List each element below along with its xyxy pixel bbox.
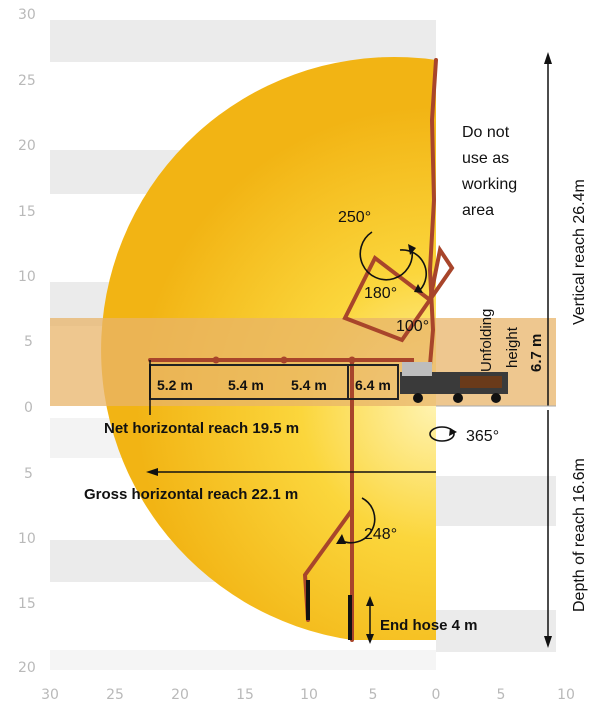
y-tick: 25 [18, 73, 36, 89]
note-line: Do not [462, 124, 510, 141]
net-horizontal-label: Net horizontal reach 19.5 m [104, 420, 299, 437]
depth-reach-label: Depth of reach 16.6m [571, 458, 588, 612]
angle-100-label: 100° [396, 318, 429, 335]
y-tick: 20 [18, 138, 36, 154]
y-tick: 30 [18, 7, 36, 23]
x-tick: 30 [41, 687, 59, 703]
y-tick: 15 [18, 596, 36, 612]
do-not-use-note: Do not use as working area [461, 124, 517, 219]
y-tick: 5 [24, 466, 33, 482]
y-axis: 30 25 20 15 10 5 0 5 10 15 20 [18, 7, 36, 676]
x-tick: 20 [171, 687, 189, 703]
end-hose-label: End hose 4 m [380, 617, 478, 634]
reach-lines [146, 52, 556, 648]
boom-folded-arm [342, 244, 455, 343]
angle-180-label: 180° [364, 285, 397, 302]
unfolding-line: height [504, 326, 521, 368]
x-tick: 15 [236, 687, 254, 703]
rotate-365-icon [429, 426, 455, 442]
note-line: working [461, 176, 517, 193]
y-tick: 0 [24, 400, 33, 416]
segment-label: 5.2 m [157, 377, 193, 393]
arc-180 [399, 249, 427, 291]
arc-250 [359, 231, 414, 281]
y-tick: 15 [18, 204, 36, 220]
angle-248-label: 248° [364, 526, 397, 543]
note-line: use as [462, 150, 509, 167]
x-tick: 10 [557, 687, 575, 703]
angle-250-label: 250° [338, 209, 371, 226]
truck-icon [400, 362, 508, 403]
segment-label: 6.4 m [355, 377, 391, 393]
x-axis: 30 25 20 15 10 5 0 5 10 [41, 687, 575, 703]
x-tick: 10 [300, 687, 318, 703]
y-tick: 20 [18, 660, 36, 676]
rotation-arcs [336, 231, 457, 544]
boom-joint [280, 356, 288, 364]
x-tick: 25 [106, 687, 124, 703]
unfolding-line: 6.7 m [528, 334, 545, 372]
gross-horizontal-label: Gross horizontal reach 22.1 m [84, 486, 298, 503]
unfolding-height-label: Unfolding height 6.7 m [478, 309, 545, 372]
mast-line [427, 58, 438, 367]
angle-365-label: 365° [466, 428, 499, 445]
boom-joint [212, 356, 220, 364]
boom-joint [348, 356, 356, 364]
unfolding-line: Unfolding [478, 309, 495, 372]
segment-label: 5.4 m [228, 377, 264, 393]
y-tick: 10 [18, 269, 36, 285]
note-line: area [462, 202, 494, 219]
end-hose [306, 580, 352, 640]
segment-labels: 5.2 m 5.4 m 5.4 m 6.4 m [157, 377, 391, 393]
y-tick: 5 [24, 334, 33, 350]
vertical-reach-label: Vertical reach 26.4m [571, 179, 588, 325]
x-tick: 0 [432, 687, 441, 703]
segment-label: 5.4 m [291, 377, 327, 393]
x-tick: 5 [497, 687, 506, 703]
x-tick: 5 [369, 687, 378, 703]
y-tick: 10 [18, 531, 36, 547]
arc-248 [339, 497, 376, 544]
